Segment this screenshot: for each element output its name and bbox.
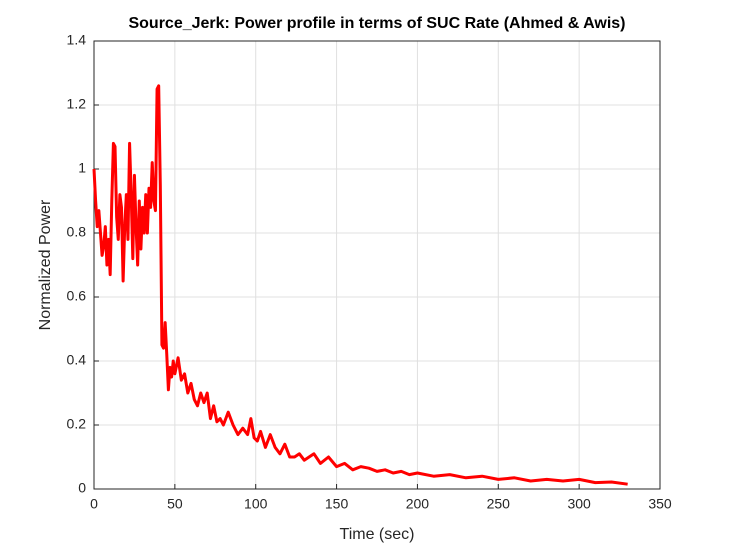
y-tick-label: 0.4 bbox=[67, 352, 87, 368]
x-tick-label: 350 bbox=[648, 496, 672, 512]
y-tick-label: 1.4 bbox=[67, 32, 87, 48]
x-tick-label: 200 bbox=[406, 496, 430, 512]
data-line bbox=[92, 84, 628, 486]
x-tick-label: 300 bbox=[567, 496, 591, 512]
x-tick-label: 250 bbox=[487, 496, 511, 512]
y-tick-label: 0.2 bbox=[67, 416, 87, 432]
y-tick-label: 0 bbox=[78, 480, 86, 496]
x-axis-label: Time (sec) bbox=[340, 526, 415, 543]
x-tick-label: 100 bbox=[244, 496, 268, 512]
chart-title: Source_Jerk: Power profile in terms of S… bbox=[128, 15, 625, 32]
y-tick-label: 1.2 bbox=[67, 96, 87, 112]
x-tick-label: 0 bbox=[90, 496, 98, 512]
y-axis-label: Normalized Power bbox=[37, 199, 54, 330]
x-tick-label: 150 bbox=[325, 496, 349, 512]
y-tick-label: 1 bbox=[78, 160, 86, 176]
y-tick-label: 0.6 bbox=[67, 288, 87, 304]
x-tick-label: 50 bbox=[167, 496, 183, 512]
y-tick-label: 0.8 bbox=[67, 224, 87, 240]
plot-frame bbox=[93, 40, 661, 490]
